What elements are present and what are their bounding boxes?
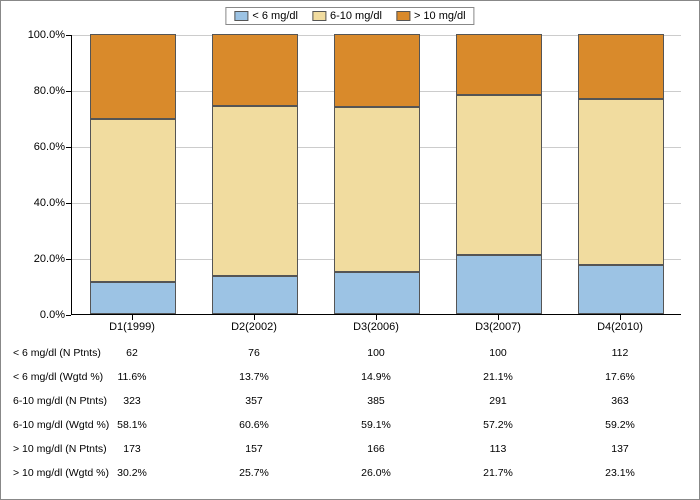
table-row: < 6 mg/dl (N Ptnts)62 76 100 100 112	[9, 341, 693, 365]
bar-segment-gt10	[90, 34, 175, 119]
legend-item-six10: 6-10 mg/dl	[312, 10, 382, 22]
bar-segment-six10	[90, 119, 175, 282]
table-cell: 13.7%	[239, 371, 269, 383]
table-cell: 113	[490, 443, 507, 455]
table-cell: 60.6%	[239, 419, 269, 431]
legend-item-lt6: < 6 mg/dl	[234, 10, 298, 22]
chart-container: < 6 mg/dl 6-10 mg/dl > 10 mg/dl 0.0% 20.0…	[0, 0, 700, 500]
xtick-mark	[376, 315, 377, 320]
data-table: < 6 mg/dl (N Ptnts)6276100100112< 6 mg/d…	[9, 341, 693, 485]
ytick-label: 0.0%	[21, 309, 65, 321]
table-cell: 62	[126, 347, 138, 359]
ytick-label: 60.0%	[21, 141, 65, 153]
bar-group	[334, 34, 419, 314]
bar-group	[456, 34, 541, 314]
table-row: 6-10 mg/dl (Wgtd %)58.1% 60.6% 59.1% 57.2% 5…	[9, 413, 693, 437]
table-cell: 14.9%	[361, 371, 391, 383]
table-cell: 59.1%	[361, 419, 391, 431]
bar-group	[212, 34, 297, 314]
legend-swatch-six10	[312, 11, 326, 21]
legend-label-gt10: > 10 mg/dl	[414, 10, 466, 22]
table-row: < 6 mg/dl (Wgtd %)11.6% 13.7% 14.9% 21.1% 17…	[9, 365, 693, 389]
bar-segment-lt6	[212, 276, 297, 314]
table-cell: 166	[367, 443, 385, 455]
table-cell: 323	[123, 395, 141, 407]
bar-segment-six10	[212, 106, 297, 276]
ytick-mark	[66, 315, 71, 316]
table-cell: 76	[248, 347, 260, 359]
bar-group	[578, 34, 663, 314]
legend-label-six10: 6-10 mg/dl	[330, 10, 382, 22]
table-cell: 59.2%	[605, 419, 635, 431]
table-row-label: < 6 mg/dl (N Ptnts)	[9, 347, 123, 359]
table-cell: 11.6%	[118, 371, 147, 383]
xtick-label: D1(1999)	[109, 321, 155, 333]
xtick-mark	[498, 315, 499, 320]
xtick-label: D3(2007)	[475, 321, 521, 333]
table-cell: 17.6%	[605, 371, 635, 383]
table-row: > 10 mg/dl (N Ptnts)173 157 166 113 137	[9, 437, 693, 461]
bar-segment-lt6	[456, 255, 541, 314]
ytick-label: 20.0%	[21, 253, 65, 265]
table-cell: 100	[489, 347, 507, 359]
bar-segment-six10	[578, 99, 663, 265]
ytick-label: 80.0%	[21, 85, 65, 97]
table-cell: 58.1%	[117, 419, 147, 431]
table-cell: 363	[611, 395, 629, 407]
bar-segment-lt6	[578, 265, 663, 314]
table-cell: 57.2%	[483, 419, 513, 431]
bar-segment-six10	[456, 95, 541, 255]
table-row-label: > 10 mg/dl (Wgtd %)	[9, 467, 123, 479]
xtick-label: D3(2006)	[353, 321, 399, 333]
table-row-label: 6-10 mg/dl (Wgtd %)	[9, 419, 123, 431]
xtick-mark	[254, 315, 255, 320]
table-cell: 357	[245, 395, 263, 407]
bar-group	[90, 34, 175, 314]
table-row-label: > 10 mg/dl (N Ptnts)	[9, 443, 123, 455]
table-cell: 26.0%	[361, 467, 391, 479]
legend-label-lt6: < 6 mg/dl	[252, 10, 298, 22]
table-cell: 21.7%	[483, 467, 513, 479]
bar-segment-gt10	[456, 34, 541, 95]
table-row: > 10 mg/dl (Wgtd %)30.2% 25.7% 26.0% 21.7% 2…	[9, 461, 693, 485]
bars-layer	[72, 35, 681, 314]
legend: < 6 mg/dl 6-10 mg/dl > 10 mg/dl	[225, 7, 474, 25]
table-cell: 173	[123, 443, 141, 455]
xtick-label: D2(2002)	[231, 321, 277, 333]
legend-swatch-lt6	[234, 11, 248, 21]
legend-item-gt10: > 10 mg/dl	[396, 10, 466, 22]
table-row: 6-10 mg/dl (N Ptnts)323 357 385 291 363	[9, 389, 693, 413]
ytick-label: 40.0%	[21, 197, 65, 209]
table-row-label: < 6 mg/dl (Wgtd %)	[9, 371, 123, 383]
table-cell: 21.1%	[483, 371, 513, 383]
bar-segment-six10	[334, 107, 419, 272]
table-cell: 385	[367, 395, 385, 407]
table-row-label: 6-10 mg/dl (N Ptnts)	[9, 395, 123, 407]
table-cell: 291	[489, 395, 507, 407]
bar-segment-lt6	[90, 282, 175, 315]
bar-segment-gt10	[212, 34, 297, 106]
table-cell: 137	[611, 443, 629, 455]
table-cell: 100	[367, 347, 385, 359]
bar-segment-gt10	[578, 34, 663, 99]
xtick-label: D4(2010)	[597, 321, 643, 333]
table-cell: 30.2%	[117, 467, 147, 479]
table-cell: 112	[612, 347, 629, 359]
ytick-label: 100.0%	[21, 29, 65, 41]
table-cell: 157	[245, 443, 263, 455]
xtick-mark	[132, 315, 133, 320]
table-cell: 25.7%	[239, 467, 269, 479]
xtick-mark	[620, 315, 621, 320]
table-cell: 23.1%	[605, 467, 635, 479]
bar-segment-gt10	[334, 34, 419, 107]
plot-area	[71, 35, 681, 315]
legend-swatch-gt10	[396, 11, 410, 21]
bar-segment-lt6	[334, 272, 419, 314]
